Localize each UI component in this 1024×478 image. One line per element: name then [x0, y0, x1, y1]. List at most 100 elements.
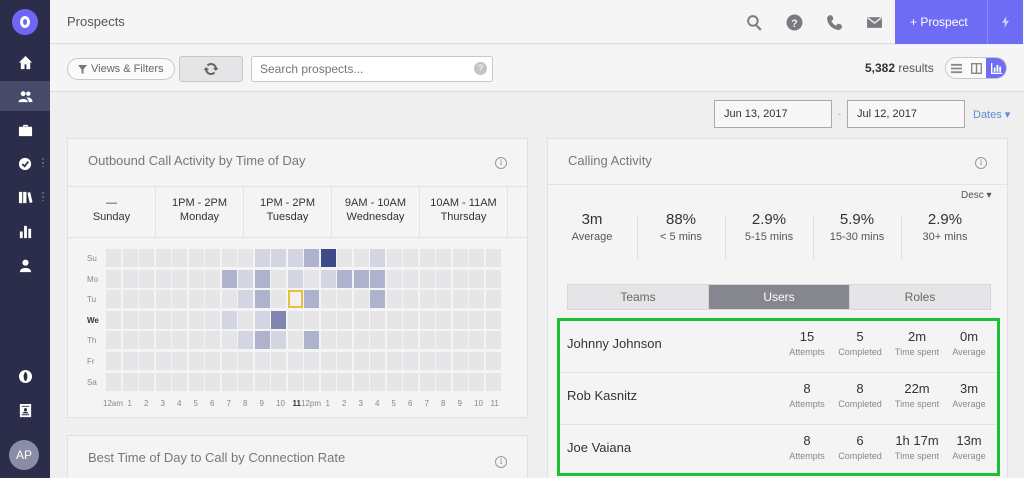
heatmap-cell[interactable]: [271, 269, 286, 288]
heatmap-cell[interactable]: [205, 249, 220, 267]
heatmap-cell[interactable]: [370, 331, 385, 350]
sidebar-item-profile[interactable]: [0, 250, 50, 280]
heatmap-cell[interactable]: [353, 372, 369, 391]
heatmap-cell[interactable]: [419, 290, 435, 309]
heatmap-cell[interactable]: [386, 269, 402, 288]
heatmap-cell[interactable]: [254, 331, 270, 350]
heatmap-cell[interactable]: [403, 269, 418, 288]
heatmap-cell[interactable]: [386, 352, 402, 370]
heatmap-cell[interactable]: [155, 310, 171, 329]
sidebar-item-home[interactable]: [0, 47, 50, 77]
heatmap-cell[interactable]: [155, 249, 171, 267]
help-button[interactable]: ?: [784, 12, 804, 32]
heatmap-cell[interactable]: [106, 290, 121, 309]
heatmap-cell[interactable]: [436, 290, 451, 309]
heatmap-cell[interactable]: [370, 290, 385, 309]
dates-dropdown[interactable]: Dates ▾: [973, 109, 1011, 121]
heatmap-cell[interactable]: [254, 352, 270, 370]
heatmap-cell[interactable]: [469, 249, 484, 267]
heatmap-cell[interactable]: [254, 372, 270, 391]
heatmap-cell[interactable]: [320, 290, 336, 309]
heatmap-cell[interactable]: [419, 269, 435, 288]
heatmap-cell[interactable]: [419, 352, 435, 370]
heatmap-cell[interactable]: [485, 331, 501, 350]
sidebar-item-library[interactable]: [0, 182, 50, 212]
user-row[interactable]: Joe Vaiana 8 Attempts 6 Completed 1h 17m Ti…: [560, 425, 997, 477]
sidebar-item-contacts[interactable]: [0, 395, 50, 425]
heatmap-cell[interactable]: [485, 352, 501, 370]
heatmap-cell[interactable]: [139, 249, 154, 267]
mail-button[interactable]: [864, 12, 884, 32]
heatmap-cell[interactable]: [271, 249, 286, 267]
refresh-button[interactable]: [179, 56, 243, 82]
heatmap-cell[interactable]: [139, 310, 154, 329]
heatmap-cell[interactable]: [172, 331, 187, 350]
heatmap-cell[interactable]: [436, 310, 451, 329]
heatmap-cell[interactable]: [172, 310, 187, 329]
heatmap-cell[interactable]: [370, 310, 385, 329]
heatmap-cell[interactable]: [188, 290, 204, 309]
heatmap-cell[interactable]: [271, 372, 286, 391]
sort-dropdown[interactable]: Desc ▾: [961, 190, 992, 201]
views-filters-button[interactable]: Views & Filters: [67, 58, 175, 80]
heatmap-cell[interactable]: [122, 269, 138, 288]
heatmap-cell[interactable]: [271, 331, 286, 350]
heatmap-cell[interactable]: [337, 372, 352, 391]
heatmap-cell[interactable]: [452, 290, 468, 309]
tab-roles[interactable]: Roles: [850, 285, 990, 309]
heatmap-cell[interactable]: [436, 372, 451, 391]
heatmap-cell[interactable]: [304, 290, 319, 309]
heatmap-cell[interactable]: [106, 310, 121, 329]
heatmap-cell[interactable]: [287, 331, 303, 350]
info-icon[interactable]: i: [495, 456, 507, 468]
heatmap-cell[interactable]: [353, 290, 369, 309]
info-icon[interactable]: i: [495, 157, 507, 169]
search-help-icon[interactable]: ?: [474, 62, 487, 75]
heatmap-cell[interactable]: [386, 290, 402, 309]
user-row[interactable]: Johnny Johnson 15 Attempts 5 Completed 2m T…: [560, 321, 997, 373]
heatmap-cell[interactable]: [155, 290, 171, 309]
heatmap-cell[interactable]: [469, 372, 484, 391]
heatmap-cell[interactable]: [106, 331, 121, 350]
heatmap-cell[interactable]: [106, 352, 121, 370]
heatmap-cell[interactable]: [320, 331, 336, 350]
heatmap-cell[interactable]: [452, 269, 468, 288]
sidebar-item-global[interactable]: [0, 361, 50, 391]
heatmap-cell[interactable]: [436, 352, 451, 370]
heatmap-cell[interactable]: [287, 290, 303, 309]
heatmap-cell[interactable]: [469, 352, 484, 370]
heatmap-cell[interactable]: [205, 269, 220, 288]
heatmap-cell[interactable]: [188, 352, 204, 370]
more-dots-icon[interactable]: [42, 157, 44, 167]
heatmap-cell[interactable]: [304, 331, 319, 350]
heatmap-cell[interactable]: [254, 269, 270, 288]
heatmap-cell[interactable]: [370, 372, 385, 391]
user-avatar[interactable]: AP: [9, 440, 39, 470]
heatmap-cell[interactable]: [205, 310, 220, 329]
phone-button[interactable]: [824, 12, 844, 32]
heatmap-cell[interactable]: [188, 269, 204, 288]
heatmap-cell[interactable]: [436, 249, 451, 267]
heatmap-cell[interactable]: [320, 372, 336, 391]
heatmap-cell[interactable]: [419, 331, 435, 350]
app-logo[interactable]: [12, 9, 38, 35]
heatmap-cell[interactable]: [353, 249, 369, 267]
heatmap-cell[interactable]: [320, 352, 336, 370]
heatmap-cell[interactable]: [337, 290, 352, 309]
heatmap-cell[interactable]: [353, 269, 369, 288]
heatmap-cell[interactable]: [238, 352, 253, 370]
heatmap-cell[interactable]: [155, 352, 171, 370]
heatmap-cell[interactable]: [452, 352, 468, 370]
search-prospects-input[interactable]: [251, 56, 493, 82]
heatmap-cell[interactable]: [436, 269, 451, 288]
heatmap-cell[interactable]: [122, 249, 138, 267]
heatmap-cell[interactable]: [188, 249, 204, 267]
heatmap-cell[interactable]: [254, 249, 270, 267]
tab-users[interactable]: Users: [709, 285, 850, 309]
heatmap-cell[interactable]: [304, 352, 319, 370]
heatmap-cell[interactable]: [221, 290, 237, 309]
heatmap-cell[interactable]: [122, 290, 138, 309]
new-prospect-button[interactable]: + Prospect: [895, 0, 1023, 44]
heatmap-cell[interactable]: [485, 372, 501, 391]
heatmap-cell[interactable]: [139, 269, 154, 288]
